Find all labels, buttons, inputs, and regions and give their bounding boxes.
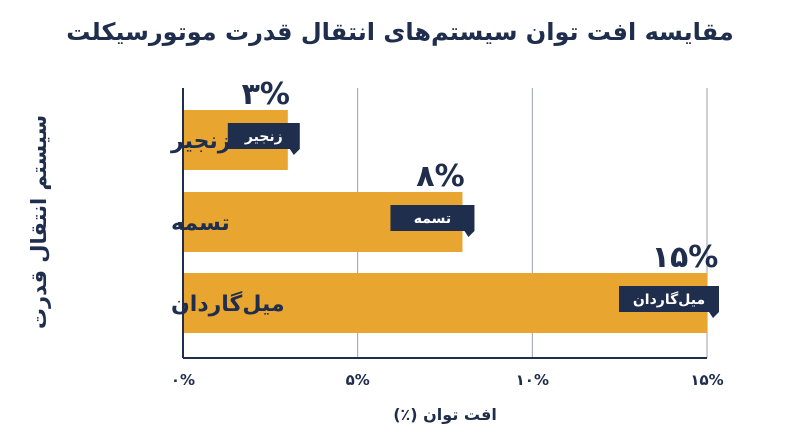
- bar-tag-label: میل‌گاردان: [633, 291, 705, 308]
- y-category-label: زنجیر: [170, 129, 230, 154]
- label-layer: ۳% زنجیر ۸% تسمه ۱۵% میل‌گاردان: [227, 77, 719, 318]
- bar-value-label: ۸%: [416, 159, 464, 194]
- x-tick-label: ۱۵%: [690, 371, 723, 389]
- x-tick-label: ۱۰%: [516, 371, 549, 389]
- y-category-label: میل‌گاردان: [171, 290, 285, 317]
- y-axis-title: سیستم انتقال قدرت: [27, 115, 51, 329]
- bar-value-label: ۱۵%: [652, 240, 719, 275]
- bar-layer: [183, 110, 707, 333]
- bar-value-label: ۳%: [242, 77, 290, 112]
- bar-tag: [390, 205, 475, 237]
- chart-title: مقایسه افت توان سیستم‌های انتقال قدرت مو…: [66, 18, 734, 46]
- x-tick-label: ۵%: [346, 371, 370, 389]
- y-category-label: تسمه: [171, 211, 230, 236]
- bar-tag: [227, 123, 300, 155]
- bar-tag: [619, 286, 719, 318]
- bar-tag-label: زنجیر: [244, 129, 283, 145]
- x-axis-title: افت توان (٪): [393, 405, 497, 424]
- axis-layer: ۰% ۵% ۱۰% ۱۵% زنجیر تسمه میل‌گاردان سیستم انتقا…: [27, 88, 724, 424]
- x-tick-label: ۰%: [171, 371, 195, 389]
- bar-tag-label: تسمه: [414, 211, 451, 227]
